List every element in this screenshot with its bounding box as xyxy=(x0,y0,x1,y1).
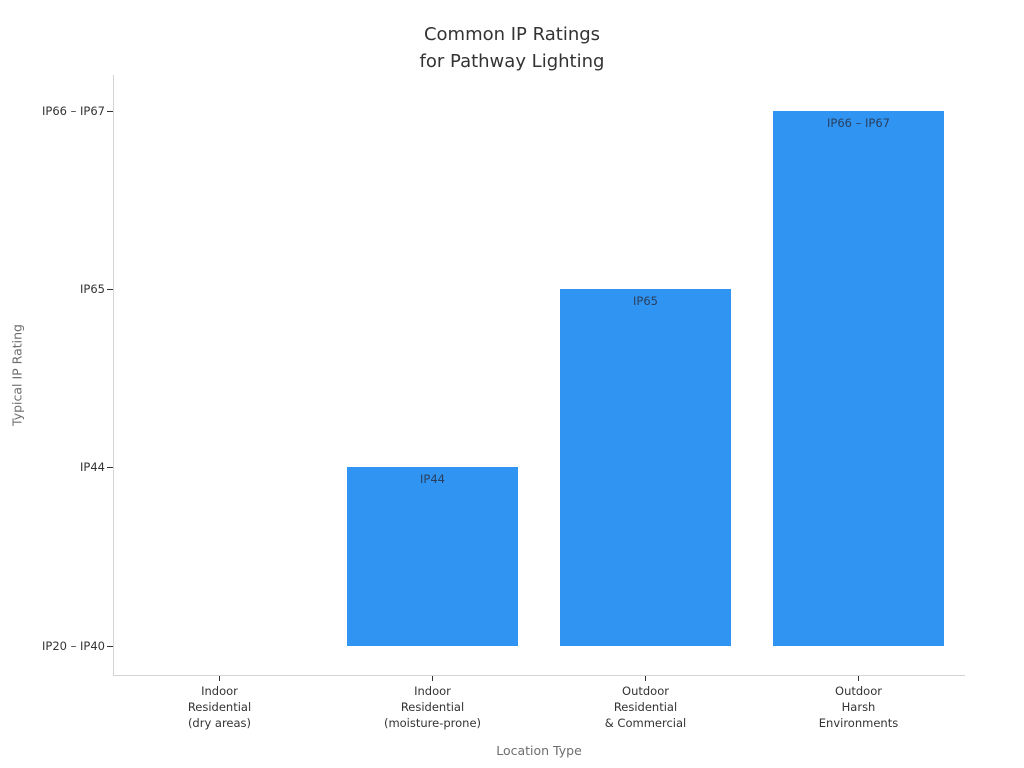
y-tick-label: IP20 – IP40 xyxy=(42,638,105,653)
plot-area: IP20 – IP40 IP44 IP65 IP66 – IP67 Indoor Res… xyxy=(42,75,965,730)
chart-title: Common IP Ratings for Pathway Lighting xyxy=(419,24,605,72)
bar xyxy=(560,289,731,646)
bar-label: IP44 xyxy=(420,472,445,487)
y-tick-mark xyxy=(107,110,113,112)
y-tick-mark xyxy=(107,467,113,469)
x-tick-mark xyxy=(645,676,646,681)
bar-label: IP65 xyxy=(633,294,658,308)
bar xyxy=(347,467,518,646)
x-tick-label: Outdoor Harsh Environments xyxy=(818,684,899,730)
x-tick-label: Indoor Residential (dry areas) xyxy=(187,684,252,730)
y-tick-label: IP65 xyxy=(80,282,105,296)
bar xyxy=(773,110,944,646)
x-tick-label: Indoor Residential (moisture-prone) xyxy=(383,684,482,730)
y-axis-title: Typical IP Rating xyxy=(9,324,25,426)
x-axis-spine xyxy=(113,675,965,676)
x-tick-mark xyxy=(219,676,220,681)
x-axis-title: Location Type xyxy=(496,743,582,758)
x-tick-label: Outdoor Residential & Commercial xyxy=(604,684,687,730)
y-tick-label: IP66 – IP67 xyxy=(42,103,105,118)
x-tick-mark xyxy=(432,676,433,681)
y-axis-spine xyxy=(113,75,114,676)
bar-label: IP66 – IP67 xyxy=(827,115,890,130)
y-tick-mark xyxy=(107,289,113,290)
y-tick-label: IP44 xyxy=(80,460,105,475)
y-tick-mark xyxy=(107,645,113,647)
x-tick-mark xyxy=(858,676,859,681)
